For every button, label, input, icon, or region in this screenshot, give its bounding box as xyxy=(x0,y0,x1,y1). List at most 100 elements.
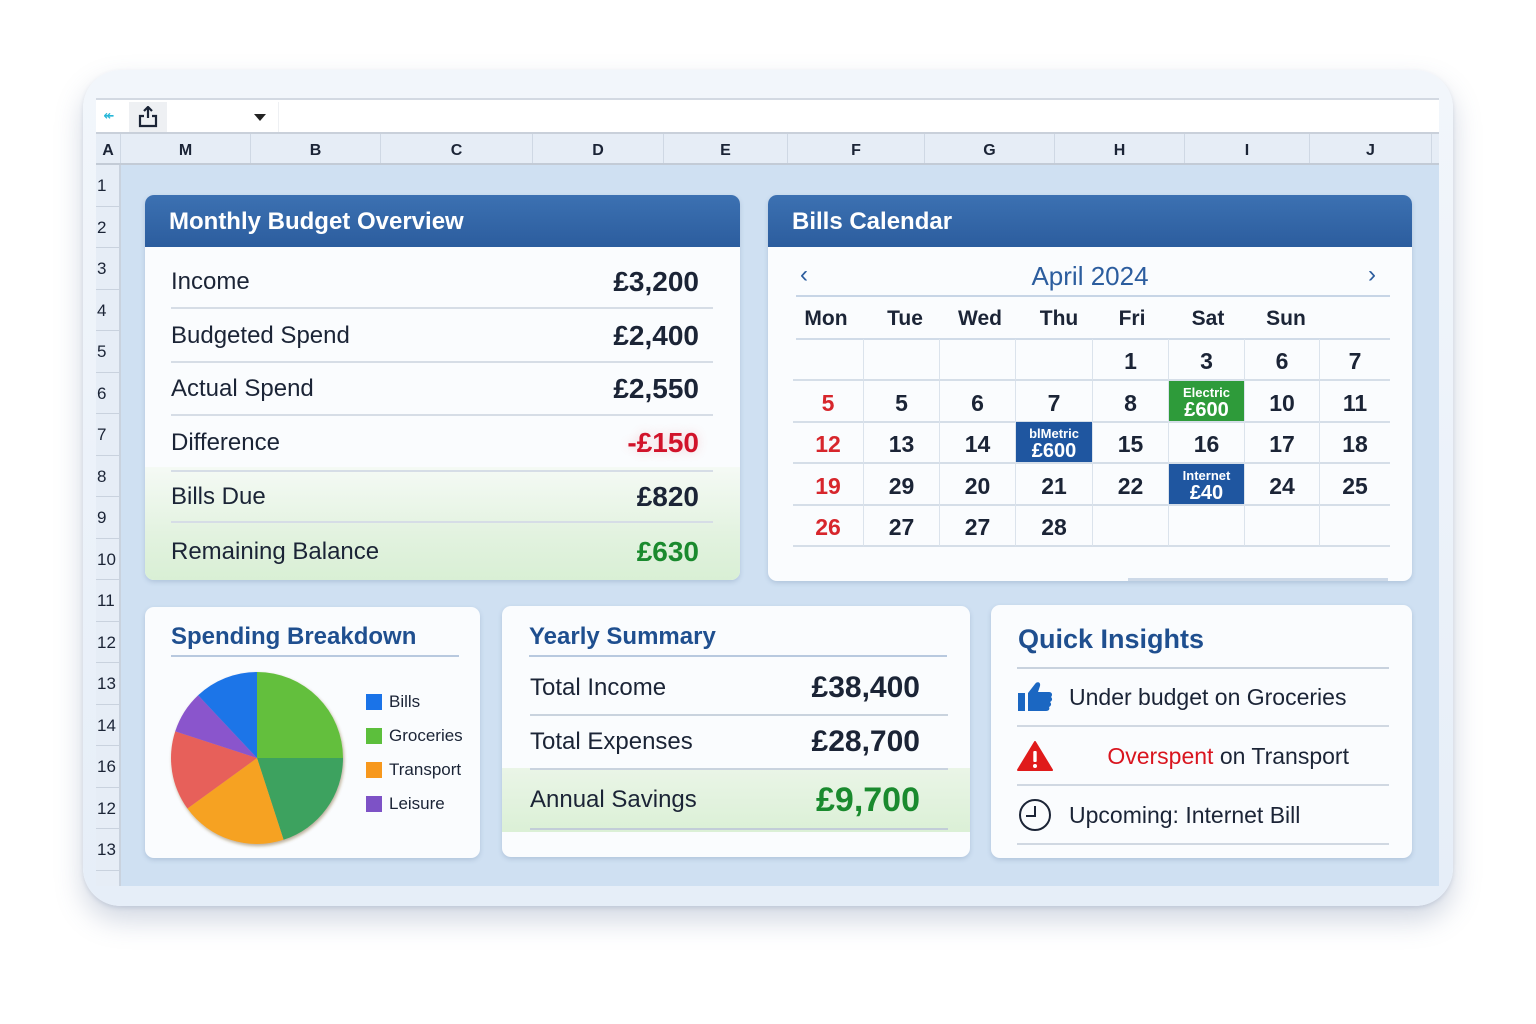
clock-icon xyxy=(1017,798,1053,832)
share-button[interactable] xyxy=(129,102,167,132)
row-header[interactable]: 5 xyxy=(96,331,121,373)
chevron-down-icon xyxy=(254,114,266,121)
calendar-bill-event[interactable]: Electric £600 xyxy=(1169,380,1245,423)
calendar-day[interactable]: 14 xyxy=(940,422,1016,464)
card-title: Bills Calendar xyxy=(768,195,1412,247)
scroll-indicator[interactable] xyxy=(1128,578,1388,581)
row-header[interactable]: 12 xyxy=(96,622,121,663)
calendar-empty-cell[interactable] xyxy=(1169,505,1245,547)
calendar-empty-cell[interactable] xyxy=(793,339,864,381)
row-header[interactable]: 10 xyxy=(96,539,121,580)
calendar-day[interactable]: 26 xyxy=(793,505,864,547)
row-header[interactable]: 4 xyxy=(96,290,121,331)
column-header[interactable]: F xyxy=(788,134,925,163)
calendar-day[interactable]: 27 xyxy=(864,505,940,547)
calendar-day[interactable]: 20 xyxy=(940,463,1016,506)
calendar-empty-cell[interactable] xyxy=(864,339,940,381)
calendar-empty-cell[interactable] xyxy=(1016,339,1093,381)
row-header[interactable]: 8 xyxy=(96,456,121,497)
legend-label: Transport xyxy=(389,760,462,779)
insight-item[interactable]: Upcoming: Internet Bill xyxy=(1017,787,1389,845)
calendar-empty-cell[interactable] xyxy=(1245,505,1320,547)
calendar-day[interactable]: 10 xyxy=(1245,380,1320,423)
pie-slice[interactable] xyxy=(175,695,257,758)
row-header[interactable]: 9 xyxy=(96,497,121,539)
calendar-day[interactable]: 13 xyxy=(864,422,940,464)
calendar-day[interactable]: 22 xyxy=(1093,463,1169,506)
pie-slice[interactable] xyxy=(187,758,284,844)
pie-slice[interactable] xyxy=(171,731,257,809)
divider xyxy=(171,655,459,657)
calendar-day[interactable]: 17 xyxy=(1245,422,1320,464)
calendar-day[interactable]: 19 xyxy=(793,463,864,506)
calendar-day[interactable]: 28 xyxy=(1016,505,1093,547)
overview-row-bills-due: Bills Due £820 xyxy=(171,472,713,523)
summary-row-total-expenses: Total Expenses £28,700 xyxy=(530,716,948,770)
pie-slice[interactable] xyxy=(257,758,343,840)
calendar-day[interactable]: 29 xyxy=(864,463,940,506)
calendar-month-label: April 2024 xyxy=(1031,261,1149,291)
calendar-day[interactable]: 6 xyxy=(1245,339,1320,381)
row-header[interactable]: 16 xyxy=(96,746,121,788)
row-header[interactable]: 6 xyxy=(96,373,121,414)
calendar-bill-event[interactable]: blMetric £600 xyxy=(1016,422,1093,464)
pie-slice[interactable] xyxy=(257,672,343,758)
event-name: blMetric xyxy=(1029,426,1079,441)
spending-pie-chart[interactable] xyxy=(165,669,355,849)
row-header[interactable]: 14 xyxy=(96,705,121,746)
row-header[interactable]: 13 xyxy=(96,829,121,871)
insight-item[interactable]: Overspent on Transport xyxy=(1017,728,1389,786)
calendar-empty-cell[interactable] xyxy=(940,339,1016,381)
calendar-day[interactable]: 6 xyxy=(940,380,1016,423)
calendar-day[interactable]: 7 xyxy=(1016,380,1093,423)
row-header[interactable]: 1 xyxy=(96,165,121,207)
row-label: Annual Savings xyxy=(530,786,697,813)
chevron-left-icon[interactable]: ‹ xyxy=(800,261,808,288)
calendar-empty-cell[interactable] xyxy=(1093,505,1169,547)
calendar-bill-event[interactable]: Internet £40 xyxy=(1169,463,1245,506)
calendar-day[interactable]: 3 xyxy=(1169,339,1245,381)
column-header[interactable]: M xyxy=(121,134,251,163)
calendar-day[interactable]: 7 xyxy=(1320,339,1390,381)
row-header[interactable]: 12 xyxy=(96,788,121,829)
column-header[interactable]: H xyxy=(1055,134,1185,163)
chevron-right-icon[interactable]: › xyxy=(1368,261,1376,288)
calendar-day[interactable]: 8 xyxy=(1093,380,1169,423)
row-header[interactable]: 2 xyxy=(96,207,121,248)
calendar-day[interactable]: 18 xyxy=(1320,422,1390,464)
column-header[interactable]: J xyxy=(1310,134,1432,163)
legend-label: Leisure xyxy=(389,794,445,813)
row-header[interactable]: 11 xyxy=(96,580,121,622)
column-header[interactable]: A xyxy=(96,134,121,163)
calendar-day[interactable]: 11 xyxy=(1320,381,1390,423)
row-header[interactable]: 13 xyxy=(96,663,121,705)
calendar-day[interactable]: 1 xyxy=(1093,339,1169,381)
calendar-day[interactable]: 15 xyxy=(1093,422,1169,464)
row-label: Budgeted Spend xyxy=(171,321,350,349)
event-amount: £600 xyxy=(1184,398,1229,421)
back-arrows-icon[interactable]: ↞ xyxy=(103,108,115,123)
pie-slice[interactable] xyxy=(198,672,257,758)
row-label: Income xyxy=(171,267,250,295)
column-header[interactable]: G xyxy=(925,134,1055,163)
calendar-day[interactable]: 21 xyxy=(1016,463,1093,506)
overview-row-actual-spend: Actual Spend £2,550 xyxy=(171,363,713,416)
calendar-day[interactable]: 5 xyxy=(793,380,864,423)
calendar-day[interactable]: 25 xyxy=(1320,464,1390,506)
calendar-day[interactable]: 5 xyxy=(864,380,940,423)
insight-item[interactable]: Under budget on Groceries xyxy=(1017,669,1389,727)
column-header[interactable]: C xyxy=(381,134,533,163)
calendar-day[interactable]: 24 xyxy=(1245,463,1320,506)
name-box-dropdown[interactable] xyxy=(167,102,279,132)
row-header[interactable]: 3 xyxy=(96,248,121,290)
calendar-day[interactable]: 16 xyxy=(1169,422,1245,464)
column-header[interactable]: D xyxy=(533,134,664,163)
legend-item-leisure: Leisure xyxy=(366,794,445,814)
calendar-day[interactable]: 12 xyxy=(793,422,864,464)
column-header[interactable]: B xyxy=(251,134,381,163)
calendar-empty-cell[interactable] xyxy=(1320,505,1390,547)
calendar-day[interactable]: 27 xyxy=(940,505,1016,547)
row-header[interactable]: 7 xyxy=(96,414,121,456)
column-header[interactable]: I xyxy=(1185,134,1310,163)
column-header[interactable]: E xyxy=(664,134,788,163)
